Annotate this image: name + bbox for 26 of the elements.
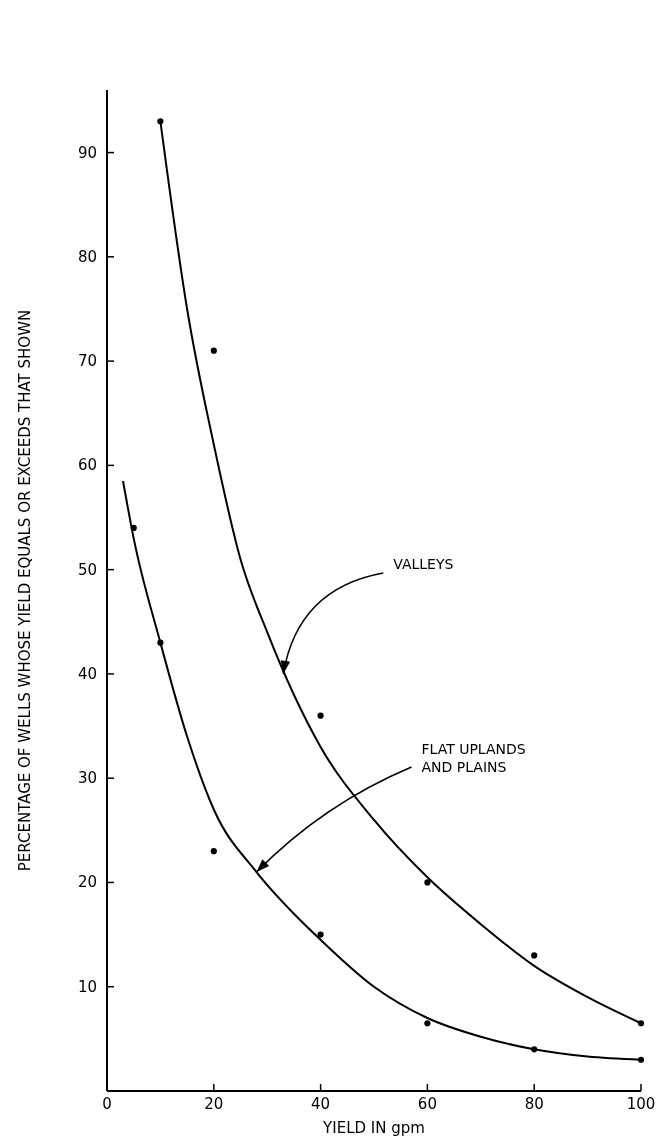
point [531, 952, 538, 959]
y-tick-label: 70 [77, 352, 97, 371]
point [317, 712, 324, 719]
x-tick-label: 40 [311, 1095, 331, 1113]
y-tick-label: 10 [77, 977, 97, 996]
x-tick-label: 60 [417, 1095, 437, 1113]
x-tick-label: 100 [626, 1095, 656, 1113]
annotation: FLAT UPLANDS AND PLAINS [421, 741, 526, 776]
point [317, 931, 324, 938]
x-tick-label: 20 [204, 1095, 224, 1113]
x-tick-label: 80 [524, 1095, 544, 1113]
y-tick-label: 90 [77, 143, 97, 162]
y-tick-label: 50 [77, 560, 97, 579]
y-tick-label: 40 [77, 664, 97, 683]
x-axis-title: YIELD IN gpm [322, 1119, 425, 1137]
x-tick-label: 0 [102, 1095, 112, 1113]
y-tick-label: 20 [77, 873, 97, 892]
y-tick-label: 30 [77, 769, 97, 788]
y-axis-title: PERCENTAGE OF WELLS WHOSE YIELD EQUALS OR EXCEEDS THAT SHOWN [16, 309, 34, 872]
point [210, 347, 217, 354]
y-tick-label: 80 [77, 247, 97, 266]
annotation: VALLEYS [393, 555, 454, 572]
point [424, 879, 431, 886]
point [424, 1020, 431, 1027]
y-tick-label: 60 [77, 456, 97, 475]
point [210, 848, 217, 855]
